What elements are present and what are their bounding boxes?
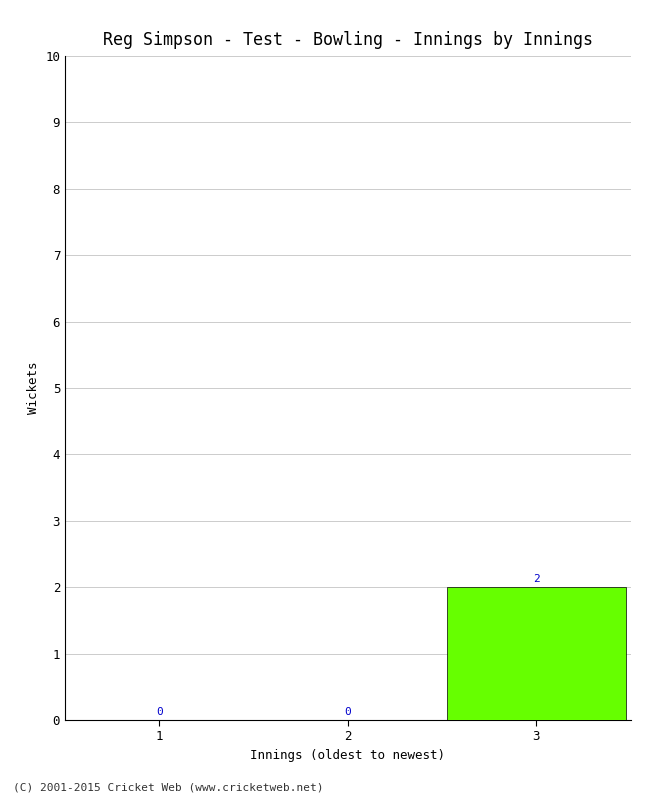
Text: (C) 2001-2015 Cricket Web (www.cricketweb.net): (C) 2001-2015 Cricket Web (www.cricketwe…	[13, 782, 324, 792]
Y-axis label: Wickets: Wickets	[27, 362, 40, 414]
Text: 0: 0	[344, 706, 351, 717]
Text: 2: 2	[533, 574, 540, 584]
Title: Reg Simpson - Test - Bowling - Innings by Innings: Reg Simpson - Test - Bowling - Innings b…	[103, 31, 593, 49]
Bar	[447, 587, 626, 720]
Text: 0: 0	[156, 706, 162, 717]
X-axis label: Innings (oldest to newest): Innings (oldest to newest)	[250, 749, 445, 762]
